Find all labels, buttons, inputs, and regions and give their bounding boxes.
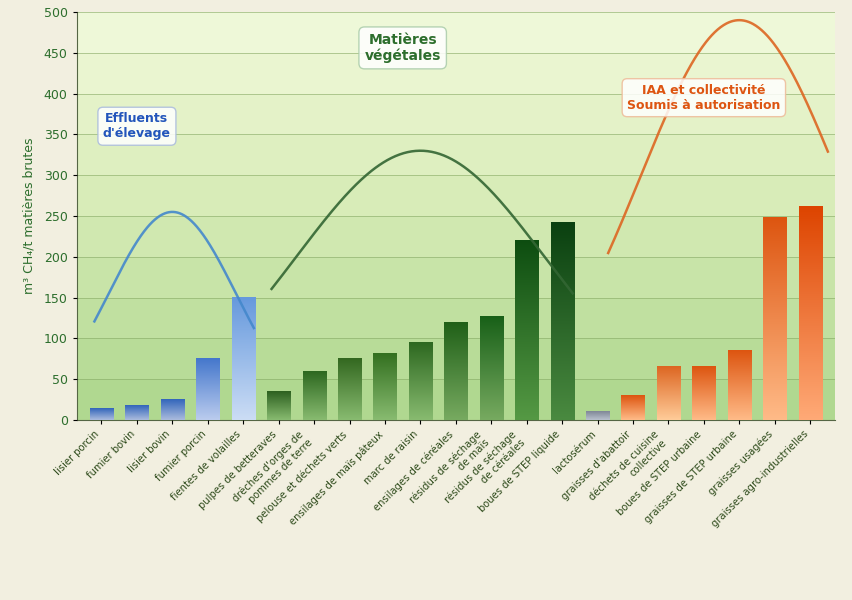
Y-axis label: m³ CH₄/t matières brutes: m³ CH₄/t matières brutes xyxy=(22,138,35,294)
Bar xyxy=(77,257,835,298)
Text: Matières
végétales: Matières végétales xyxy=(365,32,440,64)
Bar xyxy=(77,12,835,53)
Bar xyxy=(77,298,835,338)
Bar xyxy=(77,53,835,94)
Bar xyxy=(77,94,835,134)
Bar xyxy=(77,134,835,175)
Text: Effluents
d'élevage: Effluents d'élevage xyxy=(103,112,171,140)
Text: IAA et collectivité
Soumis à autorisation: IAA et collectivité Soumis à autorisatio… xyxy=(627,83,780,112)
Bar xyxy=(77,338,835,379)
Bar xyxy=(77,379,835,420)
Bar xyxy=(77,175,835,216)
Bar xyxy=(77,216,835,257)
